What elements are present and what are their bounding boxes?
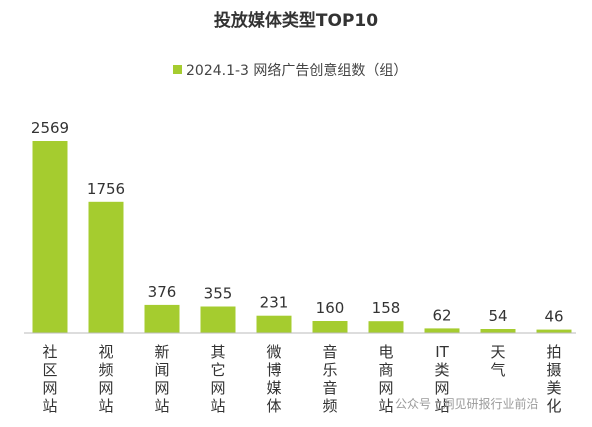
category-label-6: 音乐音频 [322, 343, 337, 415]
category-label-2: 视频网站 [98, 343, 113, 415]
bar-6 [312, 321, 348, 333]
bar-7 [368, 321, 404, 333]
category-label-10: 拍摄美化 [546, 343, 561, 415]
value-label-1: 2569 [31, 119, 69, 137]
value-label-10: 46 [544, 308, 563, 326]
category-label-7: 电商网站 [378, 343, 393, 415]
value-label-4: 355 [204, 285, 233, 303]
bar-5 [256, 315, 292, 333]
value-label-7: 158 [372, 299, 401, 317]
value-label-8: 62 [432, 306, 451, 324]
category-label-3: 新闻网站 [154, 343, 169, 415]
legend: 2024.1-3 网络广告创意组数（组） [173, 62, 407, 79]
bar-1 [32, 141, 68, 333]
category-label-8: IT 类网站 [434, 343, 449, 415]
bar-9 [480, 329, 516, 333]
value-label-6: 160 [316, 299, 345, 317]
category-label-1: 社区网站 [42, 343, 57, 415]
value-label-9: 54 [488, 307, 507, 325]
value-label-3: 376 [148, 283, 177, 301]
bar-4 [200, 306, 236, 333]
category-label-9: 天气 [490, 343, 505, 379]
category-label-5: 微博媒体 [266, 343, 281, 415]
chart-title: 投放媒体类型TOP10 [214, 10, 378, 31]
value-label-2: 1756 [87, 180, 125, 198]
x-axis-labels: 社区网站 视频网站 新闻网站 其它网站 微博媒体 音乐音频 电商网站 IT 类网站 天气 拍摄美化 [42, 343, 561, 415]
category-label-4: 其它网站 [210, 343, 225, 415]
bar-8 [424, 328, 460, 333]
bar-series: 2569 1756 376 355 231 160 158 62 54 46 [31, 119, 572, 333]
legend-label: 2024.1-3 网络广告创意组数（组） [186, 62, 407, 79]
bar-2 [88, 201, 124, 333]
watermark: 公众号 · 洞见研报行业前沿 [395, 396, 538, 411]
legend-swatch [173, 65, 182, 74]
bar-10 [536, 329, 572, 333]
value-label-5: 231 [260, 294, 289, 312]
bar-3 [144, 304, 180, 333]
